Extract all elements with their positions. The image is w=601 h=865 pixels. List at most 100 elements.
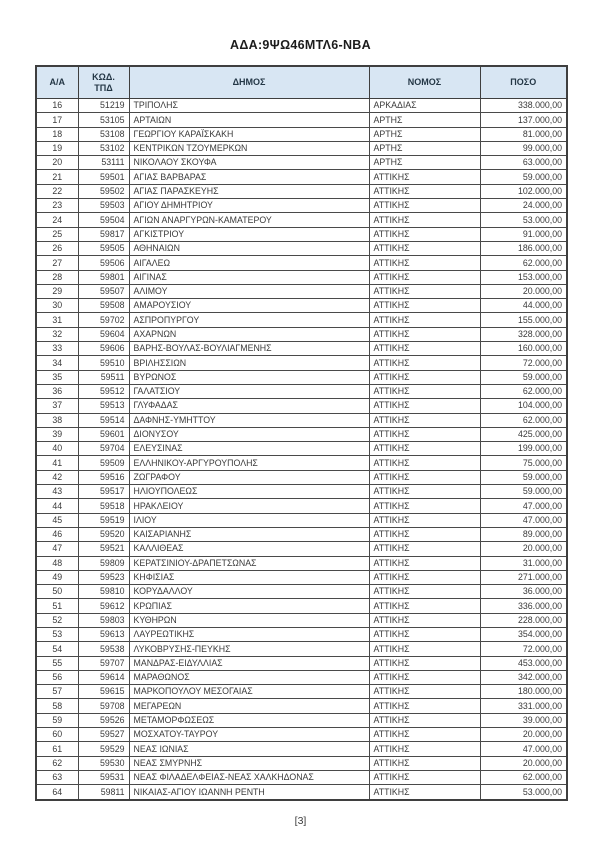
- cell-prefecture: ΑΤΤΙΚΗΣ: [368, 226, 481, 242]
- cell-amount: 199.000,00: [479, 441, 568, 457]
- cell-municipality: ΜΑΝΔΡΑΣ-ΕΙΔΥΛΛΙΑΣ: [128, 655, 370, 671]
- table-row: 64 59811 ΝΙΚΑΙΑΣ-ΑΓΙΟΥ ΙΩΑΝΝΗ ΡΕΝΤΗ ΑΤΤΙ…: [35, 784, 568, 801]
- cell-municipality: ΔΑΦΝΗΣ-ΥΜΗΤΤΟΥ: [128, 412, 370, 428]
- table-row: 55 59707 ΜΑΝΔΡΑΣ-ΕΙΔΥΛΛΙΑΣ ΑΤΤΙΚΗΣ 453.0…: [35, 655, 568, 671]
- cell-prefecture: ΑΤΤΙΚΗΣ: [368, 455, 481, 471]
- cell-prefecture: ΑΤΤΙΚΗΣ: [368, 341, 481, 357]
- cell-code: 59708: [77, 698, 130, 714]
- cell-code: 59803: [77, 612, 130, 628]
- cell-municipality: ΙΛΙΟΥ: [128, 512, 370, 528]
- cell-municipality: ΗΛΙΟΥΠΟΛΕΩΣ: [128, 484, 370, 500]
- cell-municipality: ΚΗΦΙΣΙΑΣ: [128, 569, 370, 586]
- cell-prefecture: ΑΡΚΑΔΙΑΣ: [368, 97, 481, 114]
- table-row: 33 59606 ΒΑΡΗΣ-ΒΟΥΛΑΣ-ΒΟΥΛΙΑΓΜΕΝΗΣ ΑΤΤΙΚ…: [35, 341, 568, 357]
- cell-amount: 44.000,00: [479, 298, 568, 314]
- cell-aa: 55: [35, 655, 79, 671]
- cell-prefecture: ΑΤΤΙΚΗΣ: [368, 383, 481, 400]
- table-row: 42 59516 ΖΩΓΡΑΦΟΥ ΑΤΤΙΚΗΣ 59.000,00: [35, 469, 568, 486]
- cell-aa: 18: [35, 126, 79, 142]
- cell-prefecture: ΑΤΤΙΚΗΣ: [368, 212, 481, 228]
- table-row: 54 59538 ΛΥΚΟΒΡΥΣΗΣ-ΠΕΥΚΗΣ ΑΤΤΙΚΗΣ 72.00…: [35, 641, 568, 657]
- cell-aa: 46: [35, 526, 79, 543]
- cell-municipality: ΤΡΙΠΟΛΗΣ: [128, 97, 370, 114]
- cell-code: 59510: [77, 355, 130, 371]
- cell-aa: 51: [35, 598, 79, 614]
- cell-code: 59702: [77, 312, 130, 328]
- cell-amount: 72.000,00: [479, 641, 568, 657]
- cell-prefecture: ΑΤΤΙΚΗΣ: [368, 355, 481, 371]
- table-row: 16 51219 ΤΡΙΠΟΛΗΣ ΑΡΚΑΔΙΑΣ 338.000,00: [35, 97, 568, 114]
- cell-aa: 33: [35, 341, 79, 357]
- cell-code: 59526: [77, 712, 130, 729]
- cell-amount: 20.000,00: [479, 541, 568, 557]
- cell-amount: 102.000,00: [479, 183, 568, 200]
- cell-municipality: ΜΑΡΚΟΠΟΥΛΟΥ ΜΕΣΟΓΑΙΑΣ: [128, 684, 370, 700]
- cell-amount: 47.000,00: [479, 741, 568, 757]
- table-row: 61 59529 ΝΕΑΣ ΙΩΝΙΑΣ ΑΤΤΙΚΗΣ 47.000,00: [35, 741, 568, 757]
- table-row: 35 59511 ΒΥΡΩΝΟΣ ΑΤΤΙΚΗΣ 59.000,00: [35, 369, 568, 385]
- cell-amount: 59.000,00: [479, 169, 568, 185]
- allocation-table: Α/Α ΚΩΔ. ΤΠΔ ΔΗΜΟΣ ΝΟΜΟΣ ΠΟΣΟ 16 51219 Τ…: [35, 65, 568, 801]
- cell-code: 53102: [77, 140, 130, 157]
- cell-amount: 62.000,00: [479, 255, 568, 271]
- table-row: 40 59704 ΕΛΕΥΣΙΝΑΣ ΑΤΤΙΚΗΣ 199.000,00: [35, 441, 568, 457]
- table-row: 24 59504 ΑΓΙΩΝ ΑΝΑΡΓΥΡΩΝ-ΚΑΜΑΤΕΡΟΥ ΑΤΤΙΚ…: [35, 212, 568, 228]
- cell-municipality: ΑΜΑΡΟΥΣΙΟΥ: [128, 298, 370, 314]
- cell-municipality: ΒΑΡΗΣ-ΒΟΥΛΑΣ-ΒΟΥΛΙΑΓΜΕΝΗΣ: [128, 341, 370, 357]
- cell-municipality: ΓΛΥΦΑΔΑΣ: [128, 398, 370, 414]
- cell-code: 59517: [77, 484, 130, 500]
- cell-code: 59614: [77, 669, 130, 686]
- cell-prefecture: ΑΤΤΙΚΗΣ: [368, 441, 481, 457]
- cell-amount: 63.000,00: [479, 155, 568, 171]
- cell-prefecture: ΑΤΤΙΚΗΣ: [368, 255, 481, 271]
- cell-amount: 81.000,00: [479, 126, 568, 142]
- column-header-prefecture: ΝΟΜΟΣ: [368, 65, 481, 99]
- cell-municipality: ΑΧΑΡΝΩΝ: [128, 326, 370, 343]
- cell-amount: 336.000,00: [479, 598, 568, 614]
- cell-municipality: ΝΙΚΟΛΑΟΥ ΣΚΟΥΦΑ: [128, 155, 370, 171]
- cell-amount: 91.000,00: [479, 226, 568, 242]
- cell-amount: 104.000,00: [479, 398, 568, 414]
- cell-aa: 16: [35, 97, 79, 114]
- cell-municipality: ΑΓΙΩΝ ΑΝΑΡΓΥΡΩΝ-ΚΑΜΑΤΕΡΟΥ: [128, 212, 370, 228]
- table-body: 16 51219 ΤΡΙΠΟΛΗΣ ΑΡΚΑΔΙΑΣ 338.000,00 17…: [35, 97, 568, 801]
- cell-amount: 59.000,00: [479, 484, 568, 500]
- cell-aa: 48: [35, 555, 79, 571]
- cell-aa: 60: [35, 727, 79, 743]
- table-row: 36 59512 ΓΑΛΑΤΣΙΟΥ ΑΤΤΙΚΗΣ 62.000,00: [35, 383, 568, 400]
- cell-code: 59509: [77, 455, 130, 471]
- cell-aa: 26: [35, 240, 79, 257]
- cell-code: 59512: [77, 383, 130, 400]
- table-row: 31 59702 ΑΣΠΡΟΠΥΡΓΟΥ ΑΤΤΙΚΗΣ 155.000,00: [35, 312, 568, 328]
- cell-code: 59521: [77, 541, 130, 557]
- cell-code: 59503: [77, 198, 130, 214]
- table-row: 53 59613 ΛΑΥΡΕΩΤΙΚΗΣ ΑΤΤΙΚΗΣ 354.000,00: [35, 626, 568, 643]
- cell-prefecture: ΑΤΤΙΚΗΣ: [368, 398, 481, 414]
- cell-municipality: ΓΕΩΡΓΙΟΥ ΚΑΡΑΪΣΚΑΚΗ: [128, 126, 370, 142]
- cell-aa: 59: [35, 712, 79, 729]
- cell-code: 59523: [77, 569, 130, 586]
- cell-aa: 57: [35, 684, 79, 700]
- cell-amount: 354.000,00: [479, 626, 568, 643]
- cell-prefecture: ΑΤΤΙΚΗΣ: [368, 741, 481, 757]
- table-row: 59 59526 ΜΕΤΑΜΟΡΦΩΣΕΩΣ ΑΤΤΙΚΗΣ 39.000,00: [35, 712, 568, 729]
- cell-municipality: ΝΕΑΣ ΙΩΝΙΑΣ: [128, 741, 370, 757]
- cell-municipality: ΑΓΙΟΥ ΔΗΜΗΤΡΙΟΥ: [128, 198, 370, 214]
- cell-aa: 38: [35, 412, 79, 428]
- cell-prefecture: ΑΤΤΙΚΗΣ: [368, 655, 481, 671]
- table-row: 56 59614 ΜΑΡΑΘΩΝΟΣ ΑΤΤΙΚΗΣ 342.000,00: [35, 669, 568, 686]
- cell-code: 59801: [77, 269, 130, 285]
- cell-prefecture: ΑΤΤΙΚΗΣ: [368, 698, 481, 714]
- cell-municipality: ΚΟΡΥΔΑΛΛΟΥ: [128, 584, 370, 600]
- cell-amount: 153.000,00: [479, 269, 568, 285]
- cell-aa: 36: [35, 383, 79, 400]
- cell-municipality: ΑΓΚΙΣΤΡΙΟΥ: [128, 226, 370, 242]
- cell-municipality: ΕΛΕΥΣΙΝΑΣ: [128, 441, 370, 457]
- cell-municipality: ΗΡΑΚΛΕΙΟΥ: [128, 498, 370, 514]
- cell-amount: 271.000,00: [479, 569, 568, 586]
- table-row: 29 59507 ΑΛΙΜΟΥ ΑΤΤΙΚΗΣ 20.000,00: [35, 283, 568, 300]
- cell-prefecture: ΑΤΤΙΚΗΣ: [368, 526, 481, 543]
- cell-prefecture: ΑΤΤΙΚΗΣ: [368, 612, 481, 628]
- cell-amount: 328.000,00: [479, 326, 568, 343]
- cell-amount: 160.000,00: [479, 341, 568, 357]
